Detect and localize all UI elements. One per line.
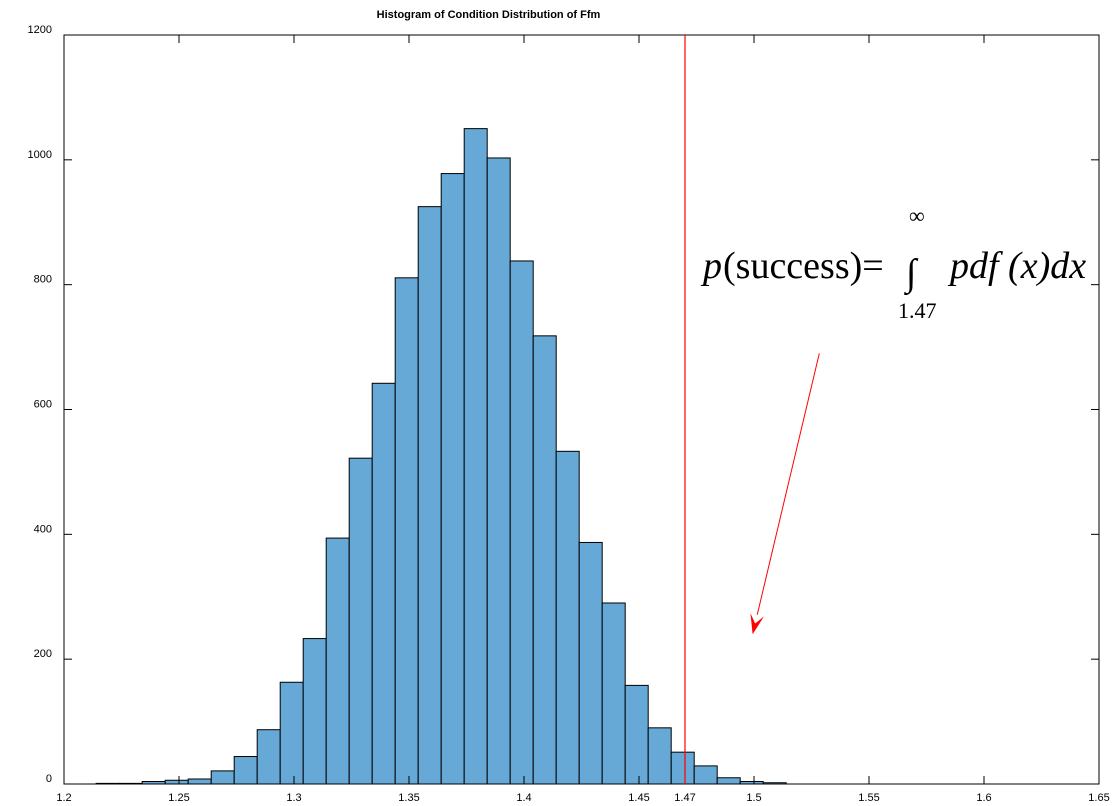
histogram-bar: [578, 541, 603, 785]
y-tick-label: 200: [34, 648, 52, 660]
integral-upper-limit: ∞: [909, 203, 925, 228]
integral-lower-limit: 1.47: [898, 298, 937, 323]
histogram-bar: [670, 751, 695, 785]
histogram-bar: [417, 206, 442, 785]
histogram-bar: [233, 756, 258, 785]
histogram-bar: [371, 382, 396, 785]
x-tick-label: 1.35: [398, 792, 419, 804]
histogram-bar: [210, 770, 235, 785]
histogram-bar: [509, 260, 534, 785]
histogram-bars: [95, 128, 787, 785]
x-tick-label: 1.55: [858, 792, 879, 804]
histogram-bar: [624, 684, 649, 785]
x-tick-label: 1.45: [628, 792, 649, 804]
annotation-arrow-line: [756, 353, 820, 615]
y-tick-label: 600: [34, 399, 52, 411]
x-tick-label: 1.2: [56, 792, 71, 804]
x-tick-label: 1.65: [1088, 792, 1109, 804]
histogram-bar: [693, 765, 718, 785]
x-tick-label: 1.3: [286, 792, 301, 804]
histogram-bar: [486, 157, 511, 785]
y-tick-label: 1200: [28, 24, 52, 36]
y-tick-label: 400: [34, 523, 52, 535]
x-tick-label: 1.25: [168, 792, 189, 804]
histogram-bar: [325, 537, 350, 785]
x-tick-labels: 1.2 1.25 1.3 1.35 1.4 1.45 1.47 1.5 1.55 1.6 1.65: [56, 792, 1109, 804]
y-tick-labels: 0 200 400 600 800 1000 1200: [28, 24, 52, 785]
formula-integrand: pdf (x)dx: [947, 245, 1086, 287]
histogram-bar: [532, 335, 557, 785]
x-tick-label: 1.4: [516, 792, 531, 804]
histogram-bar: [302, 638, 327, 785]
histogram-bar: [555, 450, 580, 785]
histogram-bar: [716, 777, 741, 785]
x-tick-label: 1.5: [746, 792, 761, 804]
x-tick-label: 1.6: [976, 792, 991, 804]
histogram-bar: [394, 277, 419, 785]
histogram-bar: [601, 602, 626, 785]
histogram-bar: [256, 729, 281, 785]
histogram-bar: [164, 779, 189, 785]
formula-success: (success)=: [723, 245, 884, 287]
x-tick-label: 1.47: [674, 792, 695, 804]
histogram-bar: [647, 727, 672, 785]
annotation-arrow-head: [750, 613, 765, 635]
formula-p: p: [700, 245, 722, 287]
y-tick-label: 1000: [28, 149, 52, 161]
y-tick-label: 0: [46, 773, 52, 785]
integral-symbol: ∫: [904, 252, 919, 296]
formula-annotation: p (success)= ∫ ∞ 1.47 pdf (x)dx: [700, 203, 1086, 635]
chart-title: Histogram of Condition Distribution of F…: [377, 9, 601, 21]
y-tick-label: 800: [34, 274, 52, 286]
histogram-bar: [187, 778, 212, 785]
histogram-bar: [279, 681, 304, 785]
histogram-bar: [348, 457, 373, 785]
histogram-bar: [463, 128, 488, 785]
histogram-bar: [440, 173, 465, 785]
